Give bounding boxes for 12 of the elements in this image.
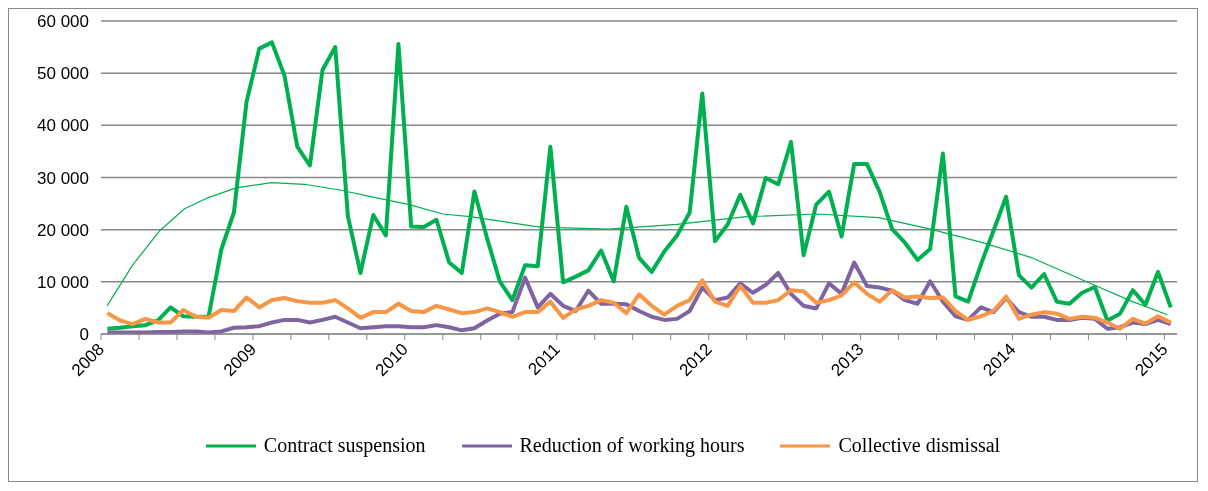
legend-label: Collective dismissal (838, 434, 1001, 457)
y-tick-label: 50 000 (37, 64, 89, 84)
y-tick-label: 20 000 (37, 220, 89, 240)
legend-label: Contract suspension (263, 434, 426, 457)
line-series (105, 40, 1173, 331)
line-series (105, 278, 1173, 331)
y-tick-label: 30 000 (37, 168, 89, 188)
y-tick-label: 10 000 (37, 272, 89, 292)
y-tick-label: 0 (79, 325, 89, 344)
y-tick-label: 60 000 (37, 12, 89, 31)
legend-label: Reduction of working hours (519, 434, 745, 457)
y-tick-label: 40 000 (37, 116, 89, 136)
